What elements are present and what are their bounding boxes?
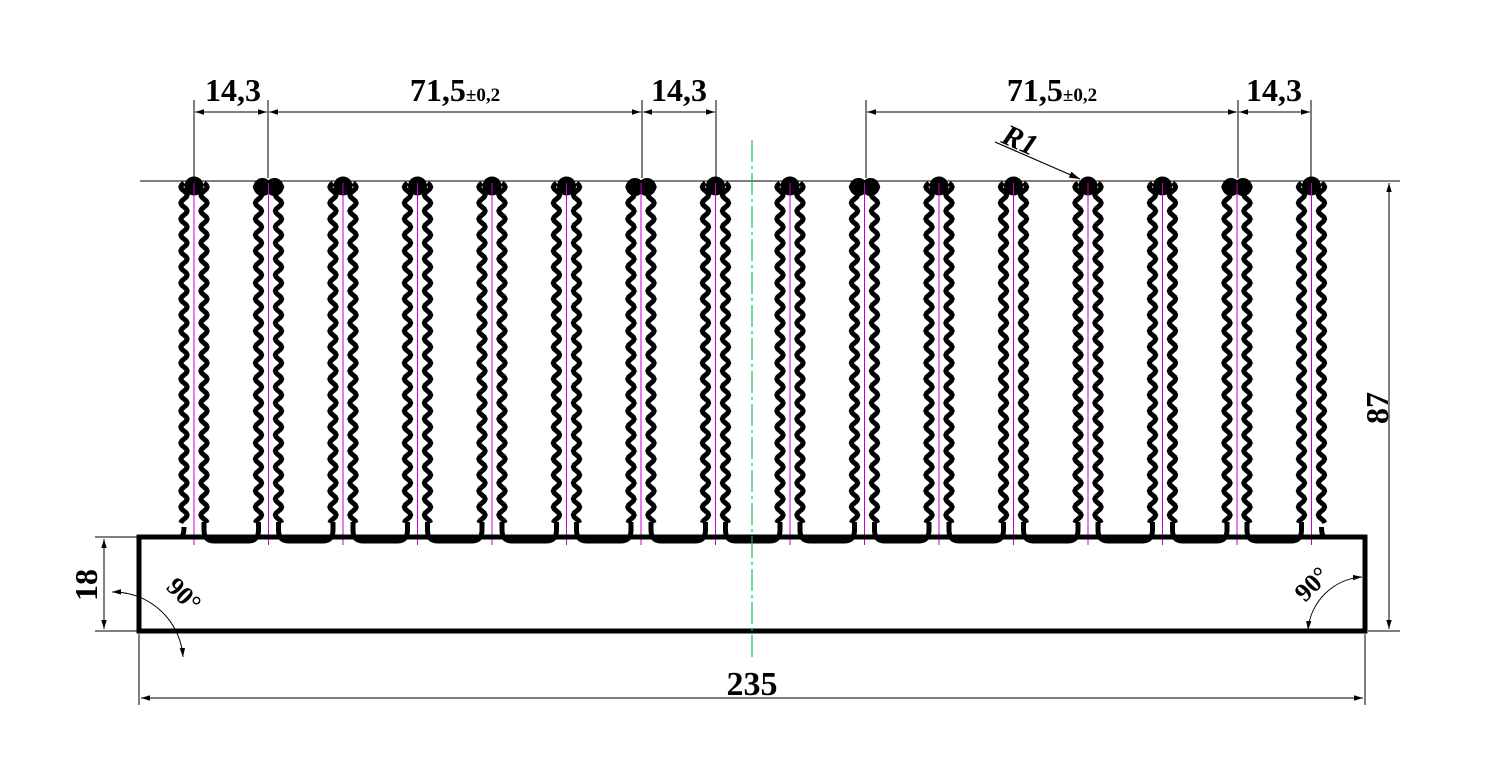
span-left-tolerance: ±0,2 (466, 85, 500, 106)
fin-wall-left (774, 181, 786, 525)
fin-wall-left (252, 181, 265, 525)
span-right-tolerance: ±0,2 (1063, 85, 1097, 106)
fin-gap-bottom (1170, 522, 1230, 544)
fin (327, 176, 359, 545)
fin (401, 176, 434, 545)
fin-gap-bottom (276, 522, 336, 544)
fin-wall-right (943, 181, 955, 525)
fin-wall-left (997, 181, 1010, 525)
fin-wall-left (327, 181, 339, 525)
fin-wall-left (625, 181, 637, 525)
fin-gap-bottom (797, 522, 857, 544)
fin (625, 178, 657, 545)
fin (774, 176, 806, 545)
span-right-value: 71,5 (1007, 72, 1063, 108)
fin-tip-lobe (1234, 178, 1252, 196)
fin-wall-right (645, 181, 657, 525)
fin-wall-right (272, 181, 285, 525)
fin-wall-left (1295, 181, 1308, 525)
dim-label-span-right: 71,5±0,2 (1007, 72, 1097, 108)
angle-arc-right (1306, 574, 1363, 631)
angle-label-right: 90° (1289, 561, 1335, 607)
fin-gap-bottom (648, 522, 708, 544)
fin-tip-lobe (638, 178, 656, 196)
fin-wall-right (719, 181, 732, 525)
fin (252, 178, 285, 545)
width-label: 235 (727, 666, 778, 703)
fin (848, 178, 881, 545)
radius-leader-line (994, 141, 1081, 180)
fin (1146, 176, 1179, 545)
fin-wall-left (699, 181, 712, 525)
fin-gap-bottom (872, 522, 932, 544)
fin-wall-left (848, 181, 861, 525)
fin (178, 176, 210, 545)
fin-wall-right (1017, 181, 1030, 525)
fin-wall-right (1166, 181, 1179, 525)
fin-wall-left (1072, 181, 1084, 525)
angle-label-left: 90° (161, 572, 207, 618)
height-dimension (1320, 180, 1400, 632)
fin-wall-left (550, 181, 563, 525)
fin-gap-bottom (201, 522, 261, 544)
fin (1072, 176, 1104, 545)
fin-wall-left (1221, 181, 1233, 525)
fin-tip-lobe (265, 178, 284, 196)
fin-tip-lobe (861, 178, 880, 196)
fin-wall-right (198, 181, 210, 525)
fin-wall-right (570, 181, 583, 525)
fin-wall-left (1146, 181, 1159, 525)
fin (699, 176, 732, 545)
span-left-value: 71,5 (410, 72, 466, 108)
fin (923, 176, 955, 545)
fin-wall-right (1092, 181, 1104, 525)
dim-label-pitch-left: 14,3 (205, 72, 261, 108)
fin-wall-right (1241, 181, 1253, 525)
dim-label-pitch-mid: 14,3 (651, 72, 707, 108)
top-dimension-chain (193, 100, 1312, 178)
base-thickness-label: 18 (68, 569, 104, 601)
fin (1221, 178, 1253, 545)
height-label: 87 (1359, 392, 1395, 424)
angle-arc-left (111, 589, 186, 658)
fin-gap-bottom (723, 522, 783, 544)
dim-label-pitch-right: 14,3 (1246, 72, 1302, 108)
fin-wall-left (923, 181, 935, 525)
fin (476, 176, 508, 545)
fin-wall-left (401, 181, 414, 525)
fin-gap-bottom (574, 522, 634, 544)
fin-gap-bottom (1244, 522, 1304, 544)
fin (550, 176, 583, 545)
dim-label-span-left: 71,5±0,2 (410, 72, 500, 108)
fin-gap-bottom (425, 522, 485, 544)
fin (1295, 176, 1328, 545)
fin-gap-bottom (1095, 522, 1155, 544)
radius-label: R1 (996, 118, 1042, 163)
fin-gap-bottom (350, 522, 410, 544)
fin-wall-right (421, 181, 434, 525)
fin-wall-right (496, 181, 508, 525)
fin-wall-right (868, 181, 881, 525)
fin-wall-right (794, 181, 806, 525)
fin-wall-right (1315, 181, 1328, 525)
fin (997, 176, 1030, 545)
fin-wall-left (178, 181, 190, 525)
fin-gap-bottom (946, 522, 1006, 544)
fin-gap-bottom (1021, 522, 1081, 544)
fin-wall-right (347, 181, 359, 525)
fin-wall-left (476, 181, 488, 525)
fins-group (139, 176, 1365, 545)
fin-gap-bottom (499, 522, 559, 544)
